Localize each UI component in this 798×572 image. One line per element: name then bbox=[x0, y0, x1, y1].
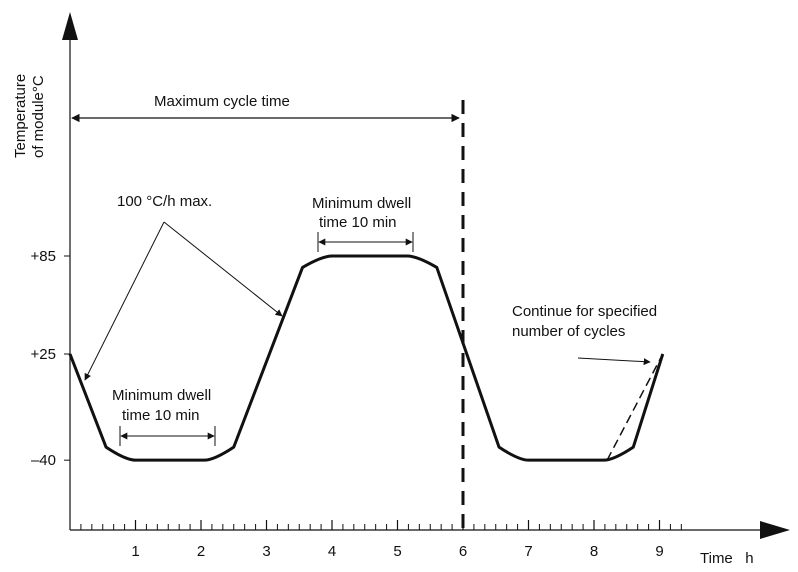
x-axis-arrowhead bbox=[760, 521, 790, 539]
dwell-top-label-line1: Minimum dwell bbox=[312, 195, 411, 212]
y-ticks: +85 +25 –40 bbox=[31, 248, 70, 469]
y-axis-arrowhead bbox=[62, 12, 78, 40]
dwell-top-label-line2: time 10 min bbox=[319, 214, 397, 231]
x-tick-label: 3 bbox=[262, 543, 270, 560]
continue-arrow bbox=[577, 357, 651, 366]
y-axis-label-line2: of module°C bbox=[30, 75, 47, 158]
x-tick-label: 2 bbox=[197, 543, 205, 560]
continue-label-line1: Continue for specified bbox=[512, 303, 657, 320]
y-tick-label: +85 bbox=[31, 248, 56, 265]
dwell-bottom-label-line1: Minimum dwell bbox=[112, 387, 211, 404]
y-axis-label-line1: Temperature bbox=[12, 74, 29, 158]
continue-label-line2: number of cycles bbox=[512, 323, 625, 340]
x-axis-label: Time h bbox=[700, 550, 754, 567]
dashed-ramp-extension bbox=[606, 353, 664, 461]
max-cycle-time-label: Maximum cycle time bbox=[154, 93, 290, 110]
x-tick-label: 8 bbox=[590, 543, 598, 560]
y-tick-label: –40 bbox=[31, 452, 56, 469]
x-tick-label: 5 bbox=[393, 543, 401, 560]
x-tick-label: 1 bbox=[131, 543, 139, 560]
dwell-bottom-label-line2: time 10 min bbox=[122, 407, 200, 424]
x-minor-ticks bbox=[80, 524, 682, 530]
ramp-rate-label: 100 °C/h max. bbox=[117, 193, 212, 210]
x-tick-label: 9 bbox=[655, 543, 663, 560]
x-tick-labels: 1 2 3 4 5 6 7 8 9 bbox=[131, 543, 663, 560]
ramp-rate-pointer-right bbox=[163, 221, 283, 317]
y-tick-label: +25 bbox=[31, 346, 56, 363]
x-major-ticks bbox=[134, 520, 661, 530]
x-tick-label: 4 bbox=[328, 543, 336, 560]
x-tick-label: 6 bbox=[459, 543, 467, 560]
ramp-rate-pointer-left bbox=[84, 221, 165, 381]
temperature-profile-line bbox=[68, 254, 665, 462]
x-tick-label: 7 bbox=[524, 543, 532, 560]
